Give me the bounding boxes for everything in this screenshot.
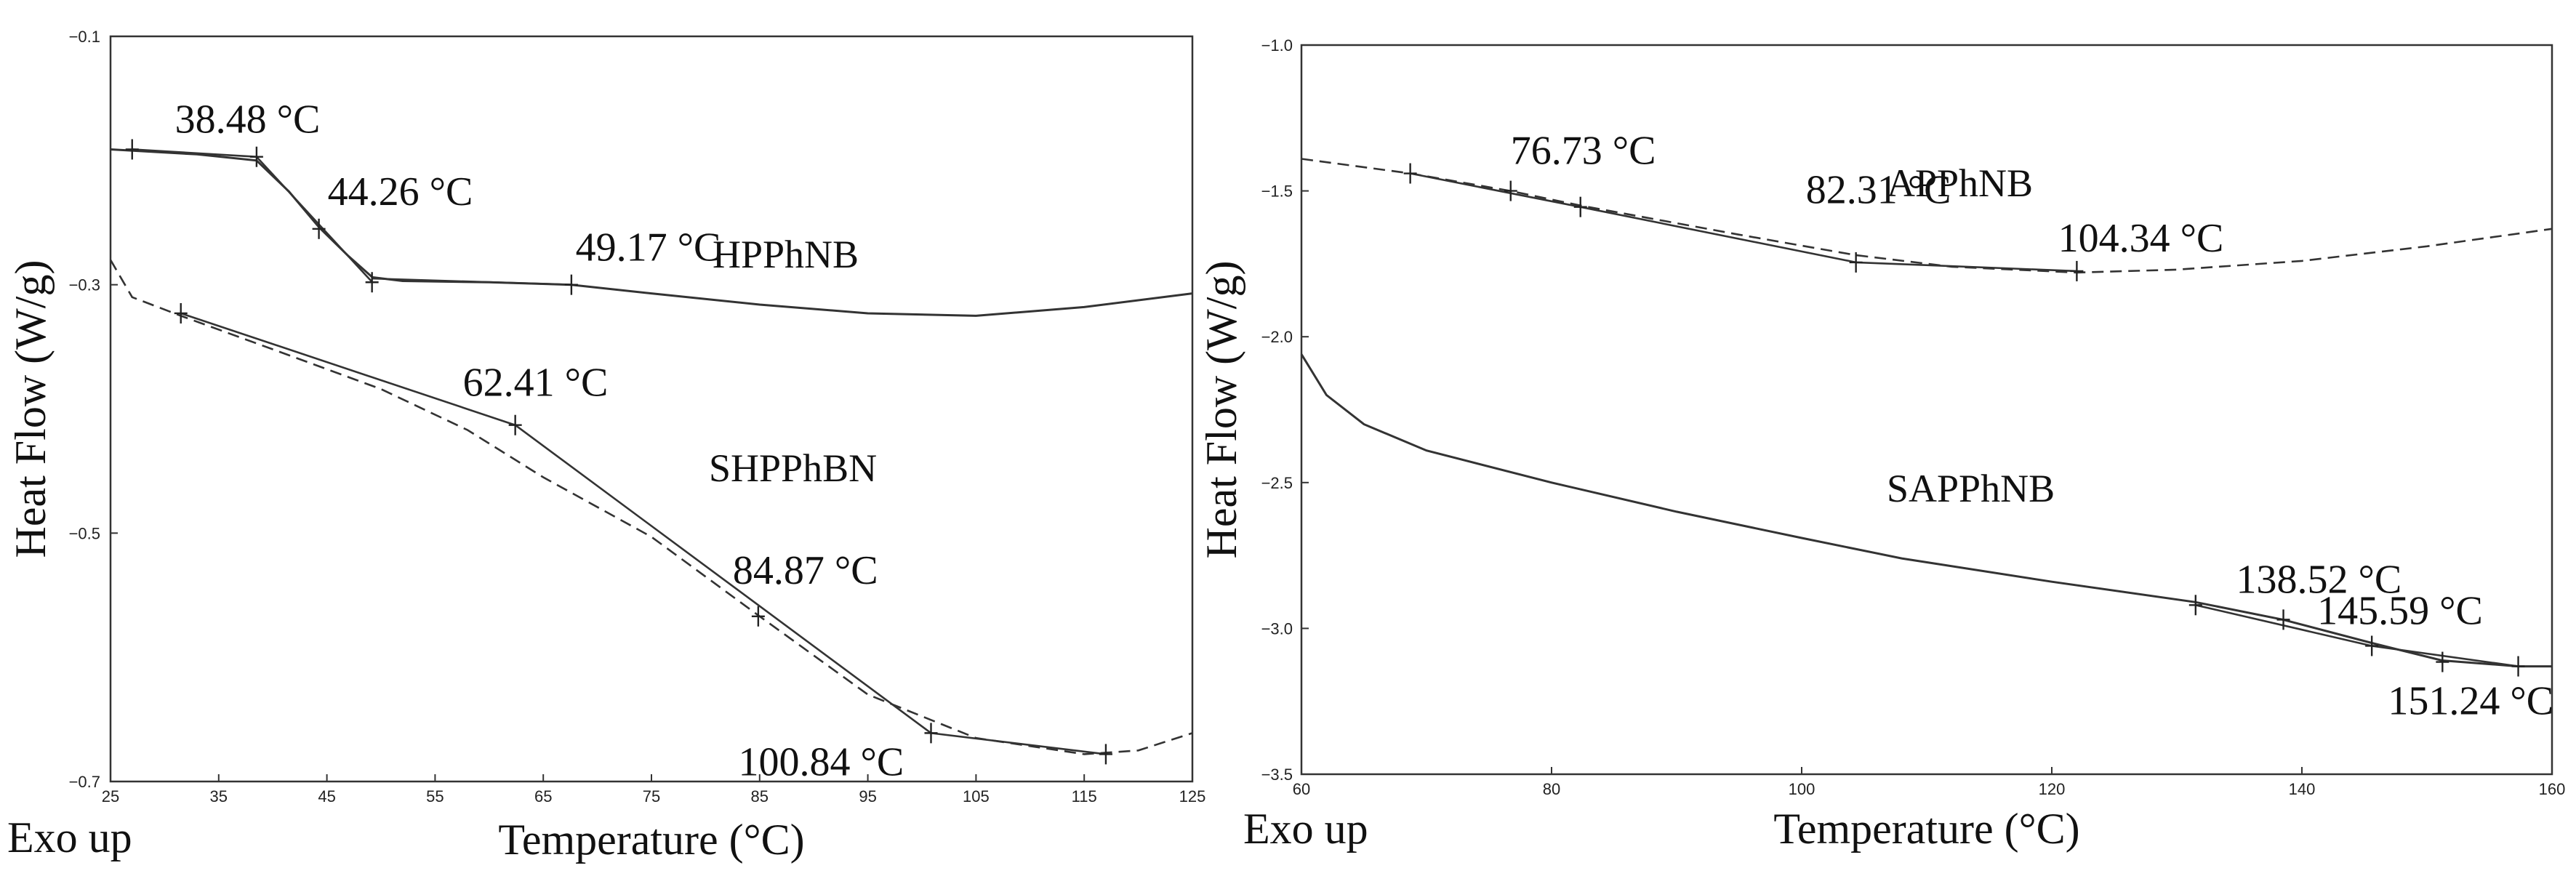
- chart-panel-1: 25 35 45 55 65 75 85 95 105 115 125 −0.1 −0.3 −0.5 −0.…: [7, 28, 1205, 864]
- x-tick-label: 140: [2289, 780, 2316, 798]
- y-tick-label: −2.5: [1261, 474, 1293, 492]
- chart-panel-2: 60 80 100 120 140 160 −1.0 −1.5 −2.0 −2.5 −3.0 −3.5…: [1197, 36, 2565, 853]
- y-tick-label: −3.0: [1261, 619, 1293, 638]
- temperature-annotation: 100.84 °C: [738, 739, 904, 784]
- temperature-annotation: 38.48 °C: [175, 97, 321, 142]
- temperature-annotation: 151.24 °C: [2388, 679, 2553, 724]
- tangent-line: [2371, 645, 2519, 667]
- series-label-hpphnb: HPPhNB: [713, 233, 859, 276]
- tangent-line: [1580, 206, 1856, 264]
- x-tick-label: 65: [534, 787, 552, 805]
- y-axis-label: Heat Flow (W/g): [1197, 261, 1245, 559]
- x-tick-label: 100: [1789, 780, 1815, 798]
- series-label-sapphnb: SAPPhNB: [1887, 467, 2055, 510]
- temperature-annotation: 84.87 °C: [733, 548, 878, 593]
- y-tick-label: −1.5: [1261, 182, 1293, 201]
- temperature-annotation: 138.52 °C: [2236, 557, 2402, 602]
- series-label-shpphbn: SHPPhBN: [709, 446, 877, 490]
- exo-up-label: Exo up: [1243, 805, 1368, 853]
- y-tick-label: −1.0: [1261, 36, 1293, 55]
- tangent-line: [132, 148, 257, 158]
- series-line-shpphbn: [109, 259, 1193, 755]
- y-axis-label: Heat Flow (W/g): [7, 260, 55, 558]
- x-tick-label: 55: [426, 787, 444, 805]
- x-tick-label: 160: [2539, 780, 2566, 798]
- x-tick-label: 125: [1179, 787, 1206, 805]
- tangent-line: [931, 732, 1107, 755]
- x-axis-label: Temperature (°C): [1773, 805, 2079, 853]
- y-tick-label: −0.1: [69, 28, 100, 46]
- exo-up-label: Exo up: [7, 813, 132, 861]
- plot-frame: [109, 35, 1194, 783]
- x-tick-label: 120: [2039, 780, 2066, 798]
- x-tick-label: 95: [859, 787, 876, 805]
- y-tick-label: −0.7: [69, 773, 100, 791]
- temperature-annotation: 82.31 °C: [1806, 168, 1951, 213]
- tangent-line: [180, 312, 516, 426]
- plot-frame: [1300, 44, 2553, 776]
- temperature-annotation: 44.26 °C: [328, 169, 473, 214]
- y-tick-label: −0.3: [69, 276, 100, 294]
- x-tick-label: 60: [1293, 780, 1310, 798]
- y-tick-label: −0.5: [69, 524, 100, 542]
- x-tick-label: 25: [102, 787, 119, 805]
- x-axis-label: Temperature (°C): [498, 816, 804, 864]
- temperature-annotation: 62.41 °C: [463, 361, 609, 406]
- x-tick-label: 35: [210, 787, 228, 805]
- x-tick-label: 105: [963, 787, 990, 805]
- series-line-apphnb: [1301, 158, 2553, 274]
- tangent-line: [514, 424, 932, 734]
- temperature-annotation: 49.17 °C: [576, 225, 721, 270]
- temperature-annotation: 104.34 °C: [2058, 216, 2224, 261]
- tangent-line: [372, 277, 571, 286]
- x-tick-label: 115: [1072, 787, 1097, 805]
- tangent-line: [255, 156, 374, 284]
- series-label-apphnb: APPhNB: [1887, 161, 2033, 205]
- tangent-line: [1855, 261, 2077, 273]
- x-tick-label: 75: [643, 787, 660, 805]
- y-tick-label: −2.0: [1261, 328, 1293, 346]
- x-tick-label: 85: [751, 787, 769, 805]
- y-tick-label: −3.5: [1261, 766, 1293, 784]
- x-tick-label: 80: [1543, 780, 1560, 798]
- temperature-annotation: 76.73 °C: [1511, 129, 1656, 174]
- x-tick-label: 45: [318, 787, 335, 805]
- tangent-line: [1410, 172, 1581, 208]
- temperature-annotation: 145.59 °C: [2317, 588, 2483, 633]
